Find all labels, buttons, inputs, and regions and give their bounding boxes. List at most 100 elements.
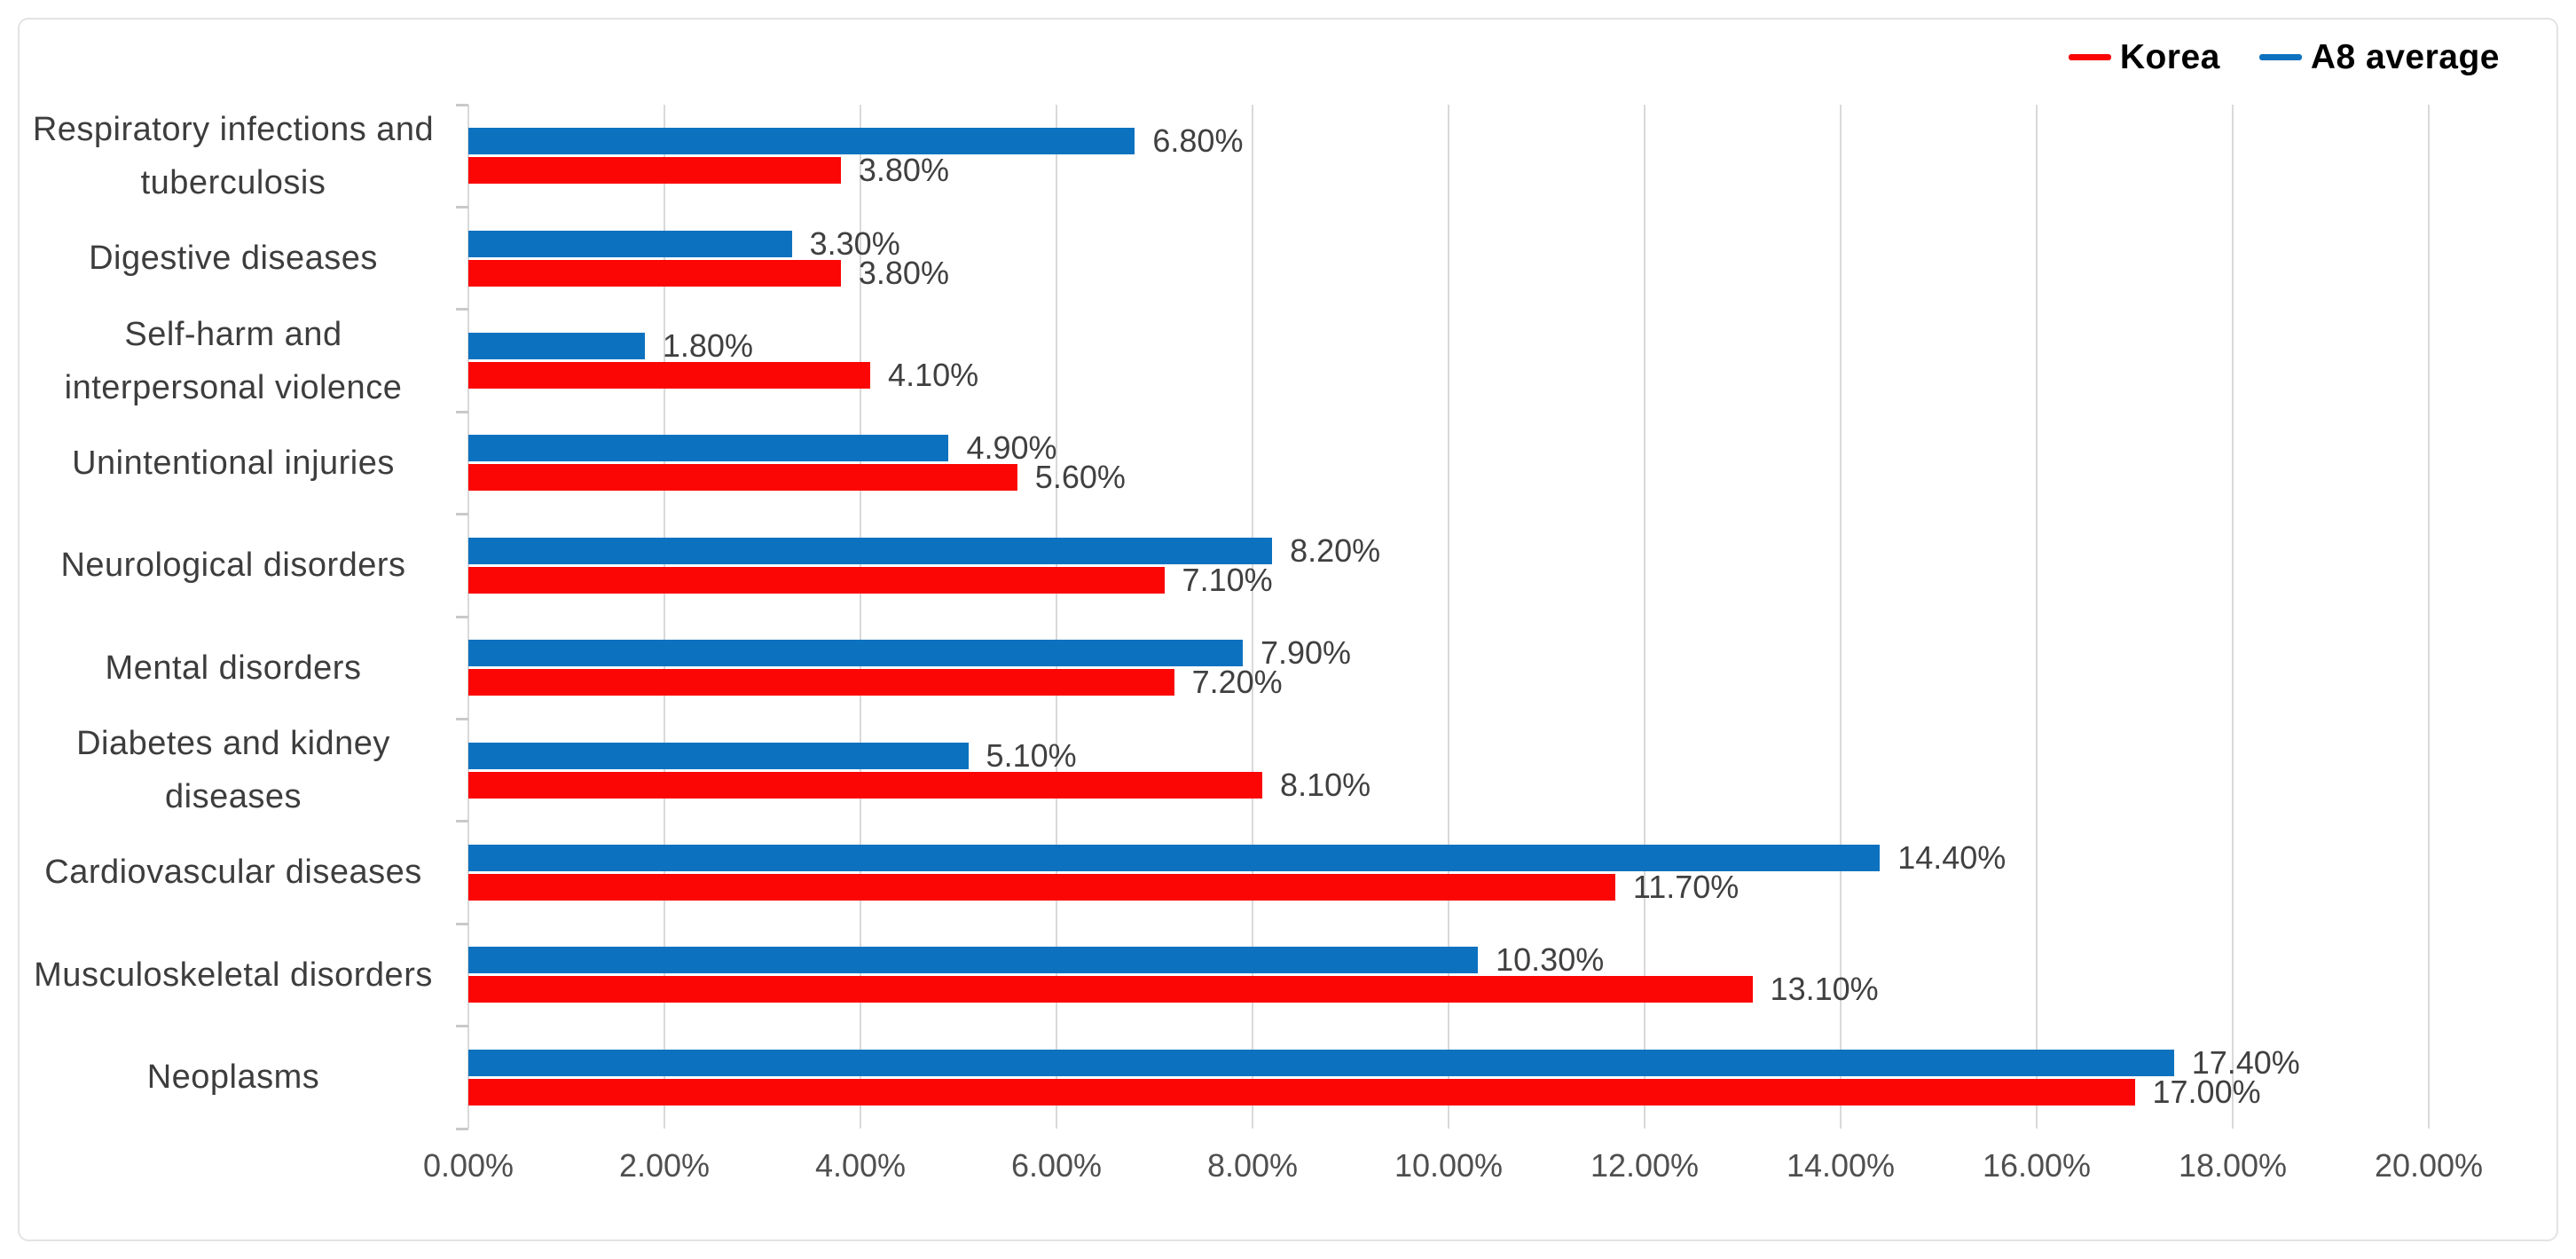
bar-korea-1: 3.80% xyxy=(468,256,949,288)
bar-korea-8: 13.10% xyxy=(468,973,1879,1005)
data-label-korea-7: 11.70% xyxy=(1632,869,1740,905)
legend-label-korea: Korea xyxy=(2119,37,2220,76)
category-label-5: Mental disorders xyxy=(18,617,449,719)
category-label-line: Diabetes and kidney xyxy=(76,725,390,763)
category-tick-mark xyxy=(456,205,468,209)
plot-area: 6.80% 3.80% 3.30% 3.80% 1.80% 4.10% 4.90% 5.60%… xyxy=(456,103,2430,1130)
category-label-3: Unintentional injuries xyxy=(18,412,449,514)
bar-korea-6: 8.10% xyxy=(468,768,1370,800)
gridline-10.00% xyxy=(1448,105,1449,1129)
gridline-4.00% xyxy=(860,105,861,1129)
gridline-16.00% xyxy=(2036,105,2038,1129)
bar-a8-average-1: 3.30% xyxy=(468,227,900,259)
legend-marker-korea xyxy=(2068,53,2111,60)
category-label-line: Respiratory infections and xyxy=(32,110,435,148)
category-tick-mark xyxy=(456,1127,468,1130)
bar-korea-3: 5.60% xyxy=(468,461,1126,493)
category-label-line: Self-harm and xyxy=(124,315,342,353)
category-label-line: interpersonal violence xyxy=(64,368,403,406)
category-tick-mark xyxy=(456,1025,468,1028)
category-tick-mark xyxy=(456,717,468,720)
x-tick-label: 20.00% xyxy=(2374,1147,2484,1184)
gridline-12.00% xyxy=(1644,105,1645,1129)
gridline-8.00% xyxy=(1252,105,1253,1129)
category-label-line: Digestive diseases xyxy=(89,240,378,278)
category-label-line: Mental disorders xyxy=(105,649,362,687)
data-label-a8-average-7: 14.40% xyxy=(1897,839,2007,876)
data-label-a8-average-1: 3.30% xyxy=(809,224,900,262)
bar-a8-average-4: 8.20% xyxy=(468,534,1380,566)
category-tick-mark xyxy=(456,103,468,106)
data-label-a8-average-8: 10.30% xyxy=(1496,941,1605,979)
x-tick-label: 18.00% xyxy=(2178,1147,2288,1184)
bar-a8-average-2: 1.80% xyxy=(468,330,753,362)
legend-item-a8-average: A8 average xyxy=(2258,37,2500,76)
data-label-a8-average-3: 4.90% xyxy=(966,429,1057,467)
legend-item-korea: Korea xyxy=(2068,37,2220,76)
bar-a8-average-3: 4.90% xyxy=(468,432,1057,464)
category-label-1: Digestive diseases xyxy=(18,207,449,309)
data-label-korea-3: 5.60% xyxy=(1034,459,1126,496)
gridline-2.00% xyxy=(664,105,665,1129)
bar-korea-0: 3.80% xyxy=(468,154,949,186)
gridline-20.00% xyxy=(2428,105,2430,1129)
category-label-line: tuberculosis xyxy=(140,163,326,201)
data-label-korea-0: 3.80% xyxy=(858,152,949,189)
category-label-line: Unintentional injuries xyxy=(72,444,395,482)
category-label-line: Neurological disorders xyxy=(60,547,406,585)
category-label-line: diseases xyxy=(165,778,302,816)
data-label-korea-6: 8.10% xyxy=(1280,766,1371,803)
data-label-korea-9: 17.00% xyxy=(2152,1073,2261,1110)
legend-label-a8-average: A8 average xyxy=(2310,37,2500,76)
category-tick-mark xyxy=(456,410,468,413)
legend: Korea A8 average xyxy=(2068,32,2500,82)
category-label-2: Self-harm and interpersonal violence xyxy=(18,310,449,412)
x-tick-label: 12.00% xyxy=(1590,1147,1700,1184)
category-label-8: Musculoskeletal disorders xyxy=(18,924,449,1026)
bar-a8-average-9: 17.40% xyxy=(468,1046,2300,1078)
data-label-korea-1: 3.80% xyxy=(858,254,949,291)
category-tick-mark xyxy=(456,922,468,925)
data-label-a8-average-0: 6.80% xyxy=(1152,122,1244,160)
bar-a8-average-8: 10.30% xyxy=(468,944,1604,976)
x-axis-labels: 0.00% 2.00% 4.00% 6.00% 8.00% 10.00% 12.00% 14.… xyxy=(423,1146,2483,1189)
legend-marker-a8-average xyxy=(2258,53,2302,60)
data-label-korea-4: 7.10% xyxy=(1182,561,1273,598)
category-tick-mark xyxy=(456,513,468,516)
category-label-line: Neoplasms xyxy=(146,1058,320,1097)
category-tick-mark xyxy=(456,615,468,618)
bar-korea-5: 7.20% xyxy=(468,666,1283,698)
bar-a8-average-7: 14.40% xyxy=(468,842,2006,874)
category-label-line: Musculoskeletal disorders xyxy=(34,956,433,994)
data-label-a8-average-9: 17.40% xyxy=(2191,1043,2300,1081)
x-tick-label: 4.00% xyxy=(814,1147,907,1184)
bar-korea-2: 4.10% xyxy=(468,359,978,391)
category-axis-labels: Respiratory infections and tuberculosis Di… xyxy=(18,105,449,1129)
data-label-korea-2: 4.10% xyxy=(888,357,979,393)
bar-korea-9: 17.00% xyxy=(468,1075,2261,1107)
data-label-a8-average-2: 1.80% xyxy=(662,327,753,364)
category-tick-mark xyxy=(456,308,468,311)
x-tick-label: 14.00% xyxy=(1786,1147,1896,1184)
data-label-a8-average-4: 8.20% xyxy=(1290,531,1381,569)
bar-korea-4: 7.10% xyxy=(468,563,1273,595)
x-tick-label: 2.00% xyxy=(618,1147,711,1184)
x-tick-label: 0.00% xyxy=(422,1147,514,1184)
category-label-line: Cardiovascular diseases xyxy=(44,854,422,892)
category-label-4: Neurological disorders xyxy=(18,515,449,617)
category-label-9: Neoplasms xyxy=(18,1027,449,1129)
x-tick-label: 10.00% xyxy=(1394,1147,1504,1184)
bar-a8-average-0: 6.80% xyxy=(468,125,1243,157)
gridline-18.00% xyxy=(2232,105,2234,1129)
data-label-korea-8: 13.10% xyxy=(1770,971,1879,1008)
gridline-6.00% xyxy=(1056,105,1057,1129)
data-label-korea-5: 7.20% xyxy=(1191,664,1283,701)
category-label-0: Respiratory infections and tuberculosis xyxy=(18,105,449,207)
x-tick-label: 8.00% xyxy=(1206,1147,1299,1184)
category-label-7: Cardiovascular diseases xyxy=(18,822,449,924)
category-label-6: Diabetes and kidney diseases xyxy=(18,719,449,821)
bar-a8-average-5: 7.90% xyxy=(468,637,1351,669)
bar-a8-average-6: 5.10% xyxy=(468,739,1077,771)
x-tick-label: 16.00% xyxy=(1982,1147,2092,1184)
